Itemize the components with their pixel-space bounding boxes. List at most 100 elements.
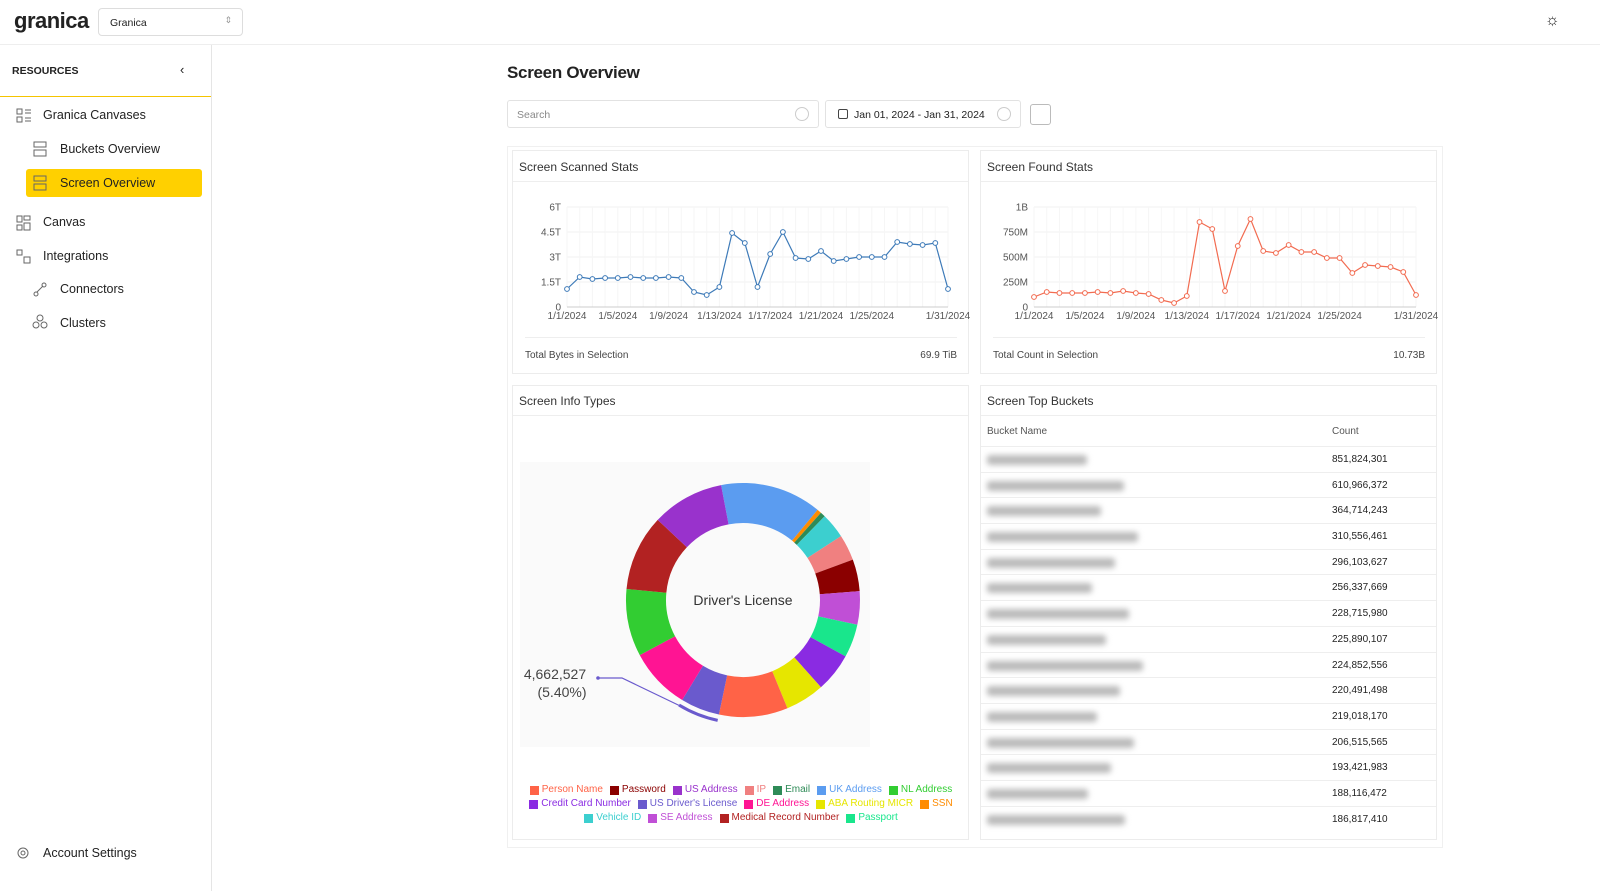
legend-swatch [529,785,539,795]
count-cell: 228,715,980 [1332,608,1388,620]
legend-label: Credit Card Number [541,798,631,809]
bucket-name-redacted [987,634,1106,645]
table-row: 256,337,669 [981,574,1436,600]
legend-item[interactable]: SE Address [648,811,713,825]
legend-item[interactable]: US Address [672,783,738,797]
table-row: 310,556,461 [981,523,1436,549]
legend-item[interactable]: NL Address [888,783,952,797]
legend-item[interactable]: IP [744,783,767,797]
legend-swatch [888,785,898,795]
legend-label: ABA Routing MICR [828,798,914,809]
count-cell: 186,817,410 [1332,813,1388,825]
summary-value: 10.73B [1393,350,1425,361]
nav-item[interactable]: Clusters [60,316,106,330]
bucket-name-redacted [987,480,1124,491]
panel: Screen Scanned Stats Total Bytes in Sele… [512,150,969,374]
sidebar-title: RESOURCES [12,65,79,77]
legend-item[interactable]: DE Address [744,797,809,811]
account-settings[interactable]: Account Settings [43,846,137,860]
count-cell: 193,421,983 [1332,762,1388,774]
bucket-name-redacted [987,557,1115,568]
legend-swatch [672,785,682,795]
bucket-name-redacted [987,788,1088,799]
nav-icons [16,108,48,859]
share-button[interactable] [1030,104,1051,125]
canvas [507,146,1443,848]
sidebar: RESOURCES ‹ Granica Canvases Buckets Ove… [0,45,212,891]
nav-item[interactable]: Connectors [60,282,124,296]
legend-label: Person Name [541,784,603,795]
nav-item[interactable]: Granica Canvases [43,108,146,122]
nav-item[interactable]: Buckets Overview [60,142,161,156]
legend-label: US Address [684,784,738,795]
legend-swatch [744,785,754,795]
count-cell: 225,890,107 [1332,633,1388,645]
count-cell: 364,714,243 [1332,505,1388,517]
table-row: 224,852,556 [981,651,1436,678]
table-row: 851,824,301 [981,446,1436,472]
nav-item[interactable]: Canvas [43,215,86,229]
table-row: 206,515,565 [981,728,1436,755]
table-row: 219,018,170 [981,702,1436,729]
collapse-button[interactable]: ‹ [180,62,185,77]
org-select[interactable]: Granica ⇕ [98,8,243,36]
panel-title: Screen Info Types [519,394,616,408]
legend-swatch [920,799,930,809]
legend-item[interactable]: Passport [846,811,898,825]
column-header: Bucket Name [987,426,1048,437]
summary-value: 69.9 TiB [920,350,957,361]
legend-item[interactable]: Password [609,783,666,797]
legend-label: SE Address [660,812,713,823]
table-row: 225,890,107 [981,625,1436,652]
legend-label: Vehicle ID [596,812,642,823]
panel: Screen Found Stats Total Count in Select… [980,150,1437,374]
bucket-name-redacted [987,506,1101,517]
legend-item[interactable]: Vehicle ID [584,811,641,825]
legend-item[interactable]: Medical Record Number [719,811,840,825]
nav-item[interactable]: Integrations [43,249,109,263]
panel-title: Screen Top Buckets [987,394,1094,408]
bucket-name-redacted [987,583,1092,594]
bucket-name-redacted [987,814,1125,825]
legend-label: Email [785,784,811,795]
panel-title: Screen Scanned Stats [519,160,639,174]
theme-toggle[interactable]: ☼ [1545,12,1560,29]
bucket-name-redacted [987,763,1111,774]
count-cell: 310,556,461 [1332,531,1388,543]
table-row: 364,714,243 [981,497,1436,523]
legend-swatch [846,813,856,823]
legend-label: Medical Record Number [731,812,840,823]
legend-swatch [816,799,826,809]
legend-item[interactable]: Email [773,783,810,797]
active-highlight [26,169,202,197]
logo[interactable]: granica [14,8,89,33]
count-cell: 851,824,301 [1332,454,1388,465]
count-cell: 188,116,472 [1332,787,1387,799]
table-row: 610,966,372 [981,471,1436,498]
legend-item[interactable]: Credit Card Number [529,797,631,811]
legend-swatch [744,799,754,809]
panel: Screen Info Types Person Name Password US … [512,385,969,840]
legend-swatch [609,785,619,795]
legend-swatch [817,785,827,795]
count-cell: 296,103,627 [1332,556,1388,568]
legend-item[interactable]: SSN [920,797,953,811]
legend-item[interactable]: US Driver's License [637,797,737,811]
legend-label: IP [756,784,767,795]
bucket-name-redacted [987,532,1138,543]
legend-swatch [648,813,658,823]
legend-label: Passport [858,812,898,823]
date-picker[interactable]: Jan 01, 2024 - Jan 31, 2024 [825,100,1021,128]
legend-swatch [529,799,539,809]
bucket-name-redacted [987,609,1129,620]
legend-item[interactable]: Person Name [529,783,603,797]
nav-item[interactable]: Screen Overview [60,176,156,190]
legend-item[interactable]: ABA Routing MICR [816,797,913,811]
search-input[interactable]: Search [507,100,819,128]
org-select-label: Granica [110,17,147,29]
table-row: 228,715,980 [981,600,1436,626]
table-row: 188,116,472 [981,779,1436,806]
legend-item[interactable]: UK Address [817,783,882,797]
table-row: 186,817,410 [981,805,1436,832]
legend-swatch [584,813,594,823]
